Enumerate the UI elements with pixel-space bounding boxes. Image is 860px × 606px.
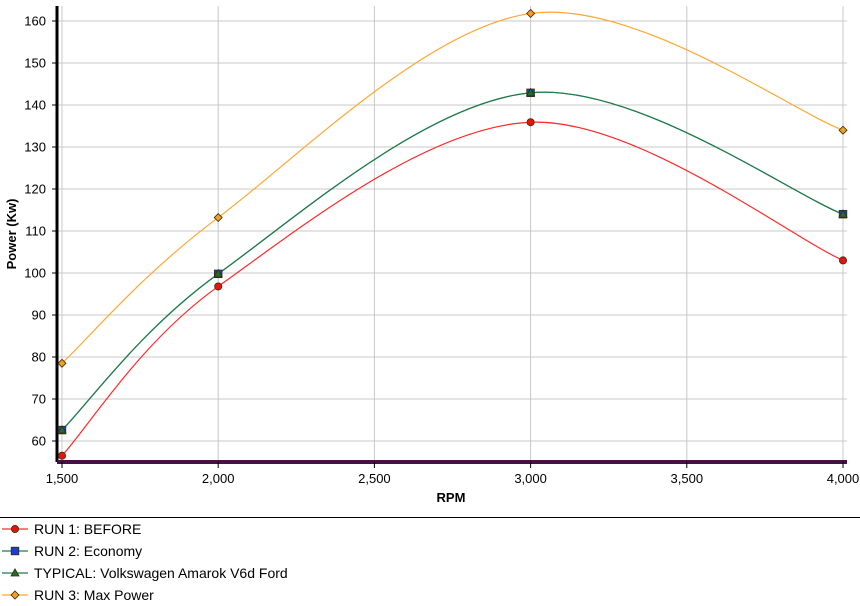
- legend-item: RUN 3: Max Power: [0, 584, 860, 606]
- series-line-4: [61, 11, 844, 364]
- y-tick-label: 90: [32, 308, 46, 323]
- data-point-series-4: [838, 125, 848, 135]
- y-tick-label: 60: [32, 434, 46, 449]
- legend-swatch: [2, 546, 28, 556]
- y-tick-label: 100: [24, 266, 46, 281]
- power-chart: 1,500 2,000 2,500 3,000 3,500 4,000 60 70 80 90 10…: [4, 6, 859, 505]
- data-point-series-3: [525, 87, 536, 97]
- data-markers: [57, 8, 848, 460]
- y-tick-label: 160: [24, 14, 46, 29]
- legend-marker: [10, 567, 20, 577]
- legend: RUN 1: BEFORE RUN 2: Economy TYPICAL: Volk…: [0, 517, 860, 606]
- data-point-series-4: [57, 358, 67, 368]
- y-tick-label: 140: [24, 98, 46, 113]
- x-tick-label: 2,500: [358, 471, 391, 486]
- y-tick-label: 130: [24, 140, 46, 155]
- legend-label: RUN 2: Economy: [34, 543, 143, 559]
- legend-marker: [10, 525, 19, 533]
- axes: [52, 6, 847, 468]
- series-lines: [61, 11, 844, 457]
- legend-item: RUN 1: BEFORE: [0, 518, 860, 540]
- data-point-series-3: [838, 209, 848, 218]
- legend-label: RUN 1: BEFORE: [34, 521, 142, 537]
- x-tick-label: 1,500: [46, 471, 79, 486]
- data-point-series-1: [839, 256, 848, 265]
- plot-area: [57, 6, 847, 462]
- y-axis-label: Power (Kw): [4, 199, 19, 270]
- x-tick-label: 3,000: [514, 471, 547, 486]
- x-tick-label: 2,000: [202, 471, 235, 486]
- data-point-series-1: [58, 451, 67, 460]
- series-line-3: [61, 91, 844, 431]
- y-tick-label: 70: [32, 392, 46, 407]
- data-point-series-4: [526, 8, 536, 19]
- y-tick-label: 120: [24, 182, 46, 197]
- data-point-series-3: [57, 425, 67, 434]
- y-tick-label: 150: [24, 56, 46, 71]
- y-tick-label: 110: [25, 224, 46, 239]
- x-axis-label: RPM: [437, 490, 466, 505]
- series-line-1: [61, 121, 844, 457]
- grid: [57, 6, 847, 462]
- legend-swatch: [2, 567, 28, 577]
- legend-label: RUN 3: Max Power: [34, 587, 154, 603]
- legend-swatch: [2, 525, 28, 533]
- legend-item: TYPICAL: Volkswagen Amarok V6d Ford: [0, 562, 860, 584]
- data-point-series-1: [214, 282, 223, 291]
- tick-labels: 1,500 2,000 2,500 3,000 3,500 4,000 60 70 80 90 10…: [24, 14, 859, 487]
- x-tick-label: 4,000: [827, 471, 860, 486]
- legend-marker: [10, 546, 20, 556]
- data-point-series-3: [213, 268, 223, 278]
- legend-label: TYPICAL: Volkswagen Amarok V6d Ford: [34, 565, 288, 581]
- y-tick-label: 80: [32, 350, 46, 365]
- legend-marker: [10, 590, 20, 600]
- legend-swatch: [2, 590, 28, 600]
- x-tick-label: 3,500: [671, 471, 704, 486]
- legend-item: RUN 2: Economy: [0, 540, 860, 562]
- data-point-series-1: [526, 118, 535, 127]
- data-point-series-4: [213, 212, 223, 223]
